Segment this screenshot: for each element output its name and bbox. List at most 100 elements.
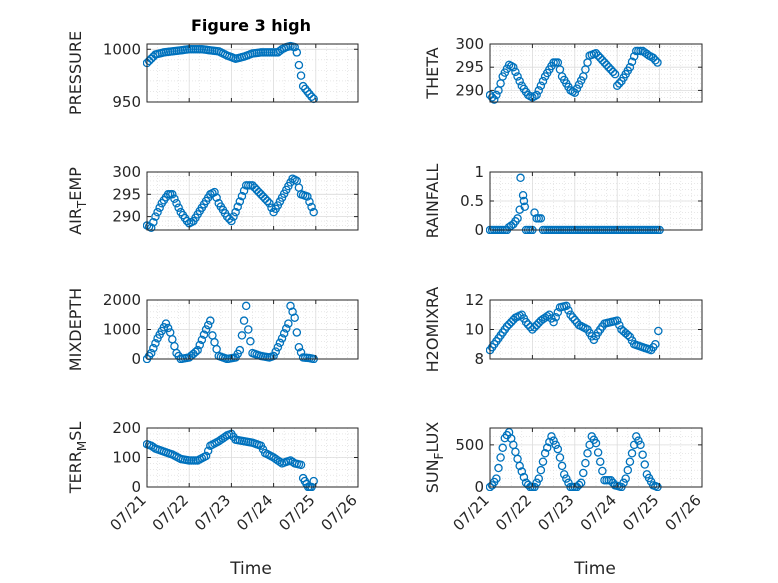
sun_flux-point: [542, 443, 552, 452]
air_temp-point: [149, 217, 158, 227]
h2omixra-series: [486, 301, 663, 355]
sun_flux-point: [538, 457, 548, 466]
y-tick-label: 0.5: [460, 192, 484, 210]
air_temp-point: [151, 212, 160, 221]
y-tick-label: 0: [474, 221, 484, 239]
y-tick-label: 0: [131, 478, 141, 496]
theta-point: [536, 81, 546, 91]
air_temp-point: [225, 214, 234, 224]
air_temp-point: [235, 197, 245, 206]
pressure-point: [303, 87, 312, 96]
air_temp-series: [143, 174, 318, 233]
air_temp-point: [265, 198, 274, 208]
mixdepth-point: [237, 331, 247, 340]
mixdepth-point: [149, 343, 158, 353]
sun_flux-point: [559, 470, 569, 479]
y-tick-label: 0: [131, 350, 141, 368]
mixdepth-point: [203, 320, 213, 330]
subplot-mixdepth: 0 1000 2000 MIXDEPTH: [66, 288, 359, 371]
air_temp-point: [254, 187, 264, 197]
sun_flux-point: [494, 463, 503, 473]
y-axis-label-theta: THETA: [423, 47, 442, 99]
mixdepth-point: [284, 319, 293, 328]
sun_flux-point: [581, 458, 590, 468]
y-axis-label-sun_flux: SUNFLUX: [423, 422, 446, 494]
air_temp-point: [182, 216, 192, 226]
theta-point: [627, 57, 637, 67]
y-tick-label: 500: [455, 436, 484, 454]
sun_flux-point: [591, 438, 601, 448]
sun_flux-point: [492, 474, 501, 483]
theta-point: [538, 76, 548, 86]
sun_flux-point: [638, 450, 647, 459]
sun_flux-point: [564, 478, 573, 488]
pressure-point: [144, 56, 154, 66]
y-tick-label: 0: [474, 478, 484, 496]
mixdepth-point: [296, 348, 306, 357]
sun_flux-point: [553, 444, 563, 454]
sun_flux-point: [579, 468, 588, 478]
subplot-h2omixra: 8 10 12 H2OMIXRA: [423, 287, 703, 373]
pressure-point: [305, 89, 314, 99]
h2omixra-point: [615, 320, 624, 330]
y-tick-label: 300: [112, 163, 141, 181]
y-tick-label: 10: [465, 321, 484, 339]
sun_flux-point: [583, 449, 592, 458]
sun_flux-point: [532, 478, 541, 488]
pressure-point: [298, 81, 308, 91]
sun_flux-point: [634, 436, 643, 445]
h2omixra-point: [542, 311, 552, 321]
mixdepth-point: [246, 337, 255, 346]
sun_flux-point: [598, 466, 607, 476]
x-tick-label: 07/23: [191, 491, 234, 534]
sun_flux-point: [534, 474, 544, 483]
subplot-theta: 290 295 300 THETA: [423, 35, 703, 104]
sun_flux-point: [521, 478, 531, 488]
mixdepth-point: [273, 342, 283, 352]
air_temp-point: [248, 181, 257, 190]
h2omixra-point: [654, 326, 663, 336]
sun_flux-point: [627, 449, 637, 458]
terr_msl-point: [201, 451, 211, 461]
mixdepth-point: [279, 329, 289, 338]
sun_flux-point: [547, 432, 556, 441]
air_temp-point: [229, 212, 238, 221]
air_temp-point: [307, 202, 316, 212]
air_temp-point: [233, 202, 242, 212]
y-tick-label: 8: [474, 350, 484, 368]
air_temp-point: [170, 194, 179, 204]
mixdepth-point: [275, 338, 285, 348]
rainfall-point: [516, 173, 525, 183]
mixdepth-point: [294, 342, 304, 352]
theta-point: [574, 80, 584, 89]
theta-point: [570, 88, 580, 97]
x-tick-label: 07/23: [534, 491, 577, 534]
sun_flux-point: [515, 461, 524, 471]
mixdepth-point: [286, 301, 295, 311]
y-tick-label: 950: [112, 93, 141, 111]
mixdepth-point: [199, 330, 209, 339]
theta-series: [486, 46, 662, 104]
theta-point: [651, 55, 660, 65]
y-axis-label-air_temp: AIRTEMP: [66, 167, 89, 235]
y-axis-label-h2omixra: H2OMIXRA: [423, 287, 442, 373]
x-tick-label: 07/24: [233, 491, 276, 534]
y-axis-label-terr_msl: TERRMSL: [66, 422, 89, 495]
air_temp-point: [252, 185, 261, 195]
theta-point: [532, 90, 541, 100]
sun_flux-point: [536, 465, 546, 475]
air_temp-point: [174, 203, 183, 212]
theta-point: [595, 53, 605, 63]
x-axis-label-left: Time: [229, 559, 272, 579]
theta-point: [534, 86, 544, 95]
h2omixra-point: [570, 315, 580, 325]
x-tick-label: 07/22: [492, 491, 535, 534]
pressure-point: [296, 71, 306, 80]
air_temp-point: [309, 207, 318, 217]
sun_flux-point: [576, 478, 586, 488]
y-tick-label: 295: [112, 185, 141, 203]
terr_msl-series: [143, 429, 318, 491]
y-tick-label: 1000: [103, 40, 141, 58]
sun_flux-point: [593, 448, 603, 457]
y-tick-label: 2000: [103, 291, 141, 309]
